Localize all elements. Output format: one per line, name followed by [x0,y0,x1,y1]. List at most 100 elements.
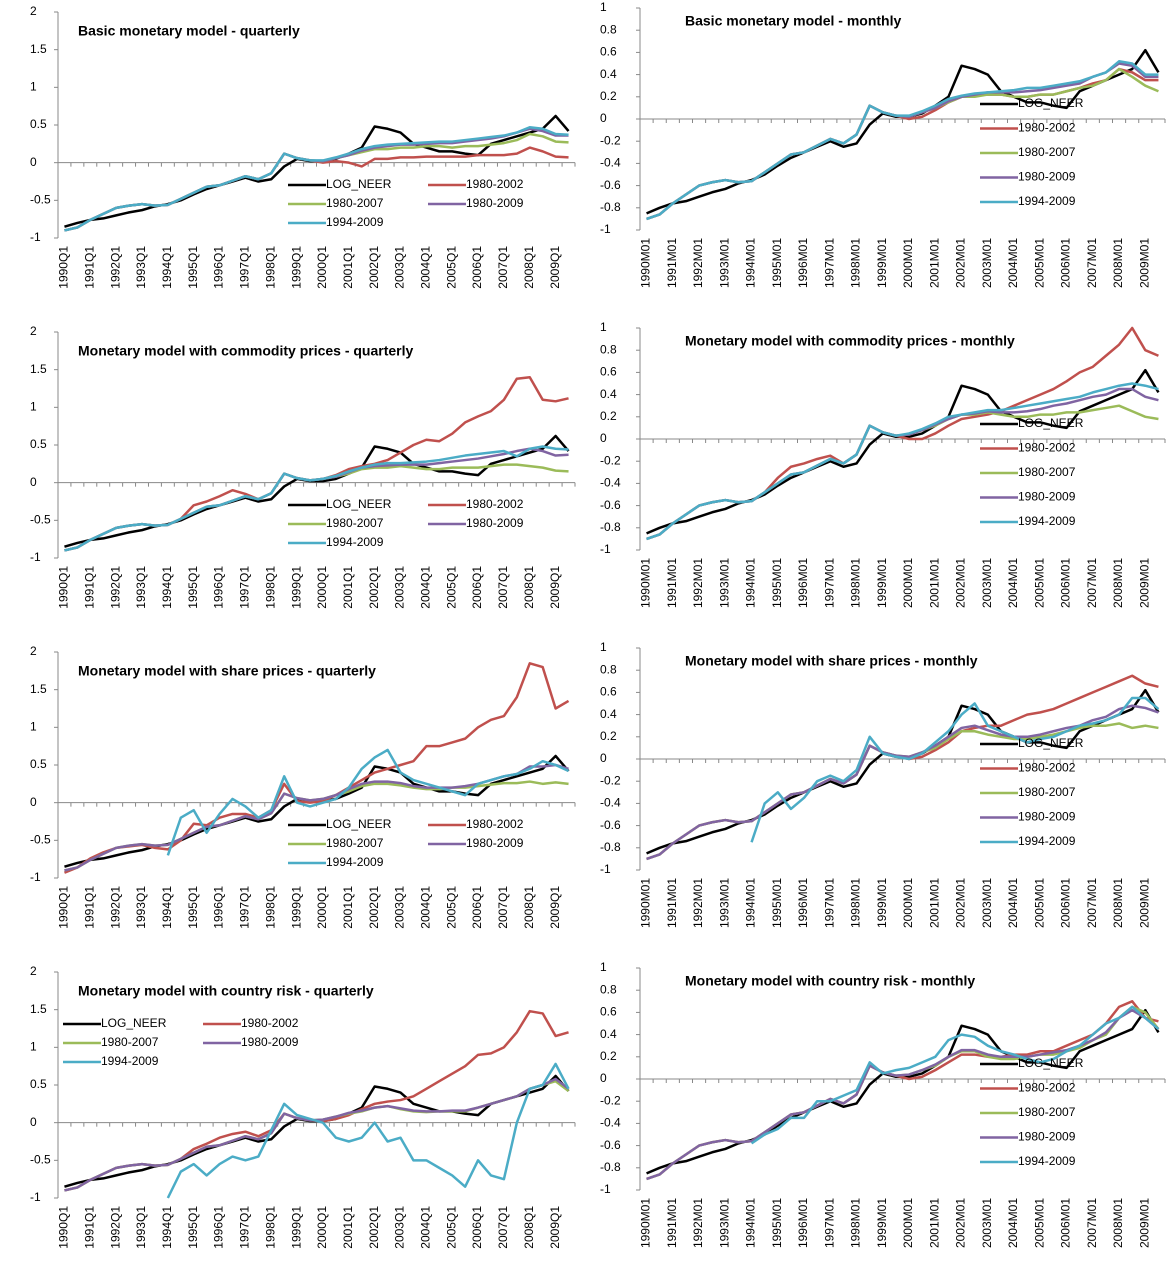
legend-label: 1994-2009 [1018,1154,1076,1168]
legend-label: 1994-2009 [1018,834,1076,848]
x-tick-label: 1992Q1 [108,1206,122,1249]
legend-label: 1980-2009 [466,516,524,530]
chart-title: Basic monetary model - monthly [685,13,901,29]
chart-panel: -1 -0.5 0 0.5 1 1.5 2 1990Q1 1991Q1 1992Q1 1993Q1 1… [30,644,576,929]
series-line [64,434,570,548]
legend-label: 1980-2002 [241,1016,299,1030]
x-tick-label: 1997M01 [822,558,836,608]
x-tick-label: 2006M01 [1059,238,1073,288]
chart-title: Monetary model with share prices - month… [685,653,978,669]
x-tick-label: 1991M01 [665,558,679,608]
series-line [646,368,1160,535]
x-tick-label: 1993Q1 [134,246,148,289]
y-tick-label: 0.5 [30,1077,47,1091]
y-tick-label: -1 [30,550,41,564]
chart-panel: -1 -0.5 0 0.5 1 1.5 2 1990Q1 1991Q1 1992Q1 1993Q1 1… [30,964,576,1249]
y-tick-label: 0.4 [600,1027,617,1041]
y-tick-label: 0.6 [600,45,617,59]
x-tick-label: 2000M01 [901,878,915,928]
legend-label: LOG_NEER [1018,1056,1084,1070]
x-tick-label: 2004Q1 [419,886,433,929]
x-tick-label: 2000M01 [901,558,915,608]
x-tick-label: 2007Q1 [496,246,510,289]
x-tick-label: 1996Q1 [212,1206,226,1249]
legend-label: 1980-2007 [326,516,384,530]
legend-label: 1980-2002 [466,497,524,511]
chart-panel: -1 -0.8 -0.6 -0.4 -0.2 0 0.2 0.4 0.6 0.8 1 1990M01 1… [600,0,1166,288]
x-tick-label: 2004Q1 [419,246,433,289]
x-tick-label: 1990Q1 [57,246,71,289]
y-tick-label: 2 [30,644,37,658]
x-tick-label: 1992Q1 [108,566,122,609]
chart-title: Monetary model with country risk - quart… [78,983,374,999]
y-tick-label: 1 [600,640,607,654]
y-tick-label: 0 [600,111,607,125]
legend-label: LOG_NEER [326,177,392,191]
series-line [64,1074,570,1188]
x-tick-label: 2006Q1 [470,1206,484,1249]
y-tick-label: 1.5 [30,362,47,376]
x-tick-label: 2000Q1 [315,566,329,609]
x-tick-label: 2009M01 [1137,878,1151,928]
x-tick-label: 1996M01 [796,558,810,608]
legend-label: 1980-2007 [1018,1105,1076,1119]
x-tick-label: 1994M01 [744,878,758,928]
x-tick-label: 1997M01 [822,238,836,288]
x-tick-label: 2003Q1 [393,886,407,929]
x-tick-label: 1991M01 [665,238,679,288]
x-tick-label: 2003M01 [980,878,994,928]
x-tick-label: 1995M01 [770,878,784,928]
y-tick-label: 0.4 [600,707,617,721]
legend-label: 1980-2009 [1018,810,1076,824]
y-tick-label: -0.5 [30,193,51,207]
y-tick-label: -1 [30,230,41,244]
chart-panel: -1 -0.5 0 0.5 1 1.5 2 1990Q1 1991Q1 1992Q1 1993Q1 1… [30,324,576,609]
x-tick-label: 2006M01 [1059,878,1073,928]
y-tick-label: -0.2 [600,1093,621,1107]
x-tick-label: 2001Q1 [341,1206,355,1249]
x-tick-label: 1996M01 [796,878,810,928]
series-line [64,1079,570,1192]
x-tick-label: 1998M01 [849,238,863,288]
chart-title: Monetary model with commodity prices - q… [78,343,414,359]
series-line [64,445,569,552]
legend-label: 1980-2009 [466,196,524,210]
legend-label: 1980-2002 [1018,121,1076,135]
x-tick-label: 2003M01 [980,238,994,288]
x-tick-label: 2009Q1 [548,886,562,929]
x-tick-label: 1998Q1 [263,246,277,289]
x-tick-label: 2006Q1 [470,886,484,929]
y-tick-label: 1 [30,720,37,734]
y-tick-label: 0 [30,1115,37,1129]
series-line [646,674,1159,861]
legend-label: 1980-2009 [1018,170,1076,184]
x-tick-label: 1993M01 [717,558,731,608]
series-line [63,662,570,874]
x-tick-label: 2008Q1 [522,246,536,289]
x-tick-label: 1993Q1 [134,1206,148,1249]
legend-label: 1980-2009 [241,1035,299,1049]
legend-label: 1980-2009 [1018,490,1076,504]
x-tick-label: 2002Q1 [367,566,381,609]
x-tick-label: 1992M01 [691,878,705,928]
x-tick-label: 1996Q1 [212,246,226,289]
y-tick-label: 0.6 [600,365,617,379]
x-tick-label: 1993M01 [717,1198,731,1248]
x-tick-label: 2002M01 [954,1198,968,1248]
y-tick-label: 0.6 [600,685,617,699]
y-tick-label: -0.4 [600,476,621,490]
legend-label: 1980-2009 [1018,1130,1076,1144]
y-tick-label: 2 [30,324,37,338]
y-tick-label: 2 [30,964,37,978]
y-tick-label: 0.8 [600,22,617,36]
legend-label: 1994-2009 [326,215,384,229]
y-tick-label: 0 [600,431,607,445]
x-tick-label: 1997Q1 [238,566,252,609]
x-tick-label: 1990M01 [639,558,653,608]
x-tick-label: 2004Q1 [419,1206,433,1249]
x-tick-label: 2009Q1 [548,246,562,289]
x-tick-label: 2005M01 [1032,878,1046,928]
x-tick-label: 1999Q1 [289,246,303,289]
y-tick-label: -0.6 [600,1138,621,1152]
x-tick-label: 1991Q1 [82,246,96,289]
